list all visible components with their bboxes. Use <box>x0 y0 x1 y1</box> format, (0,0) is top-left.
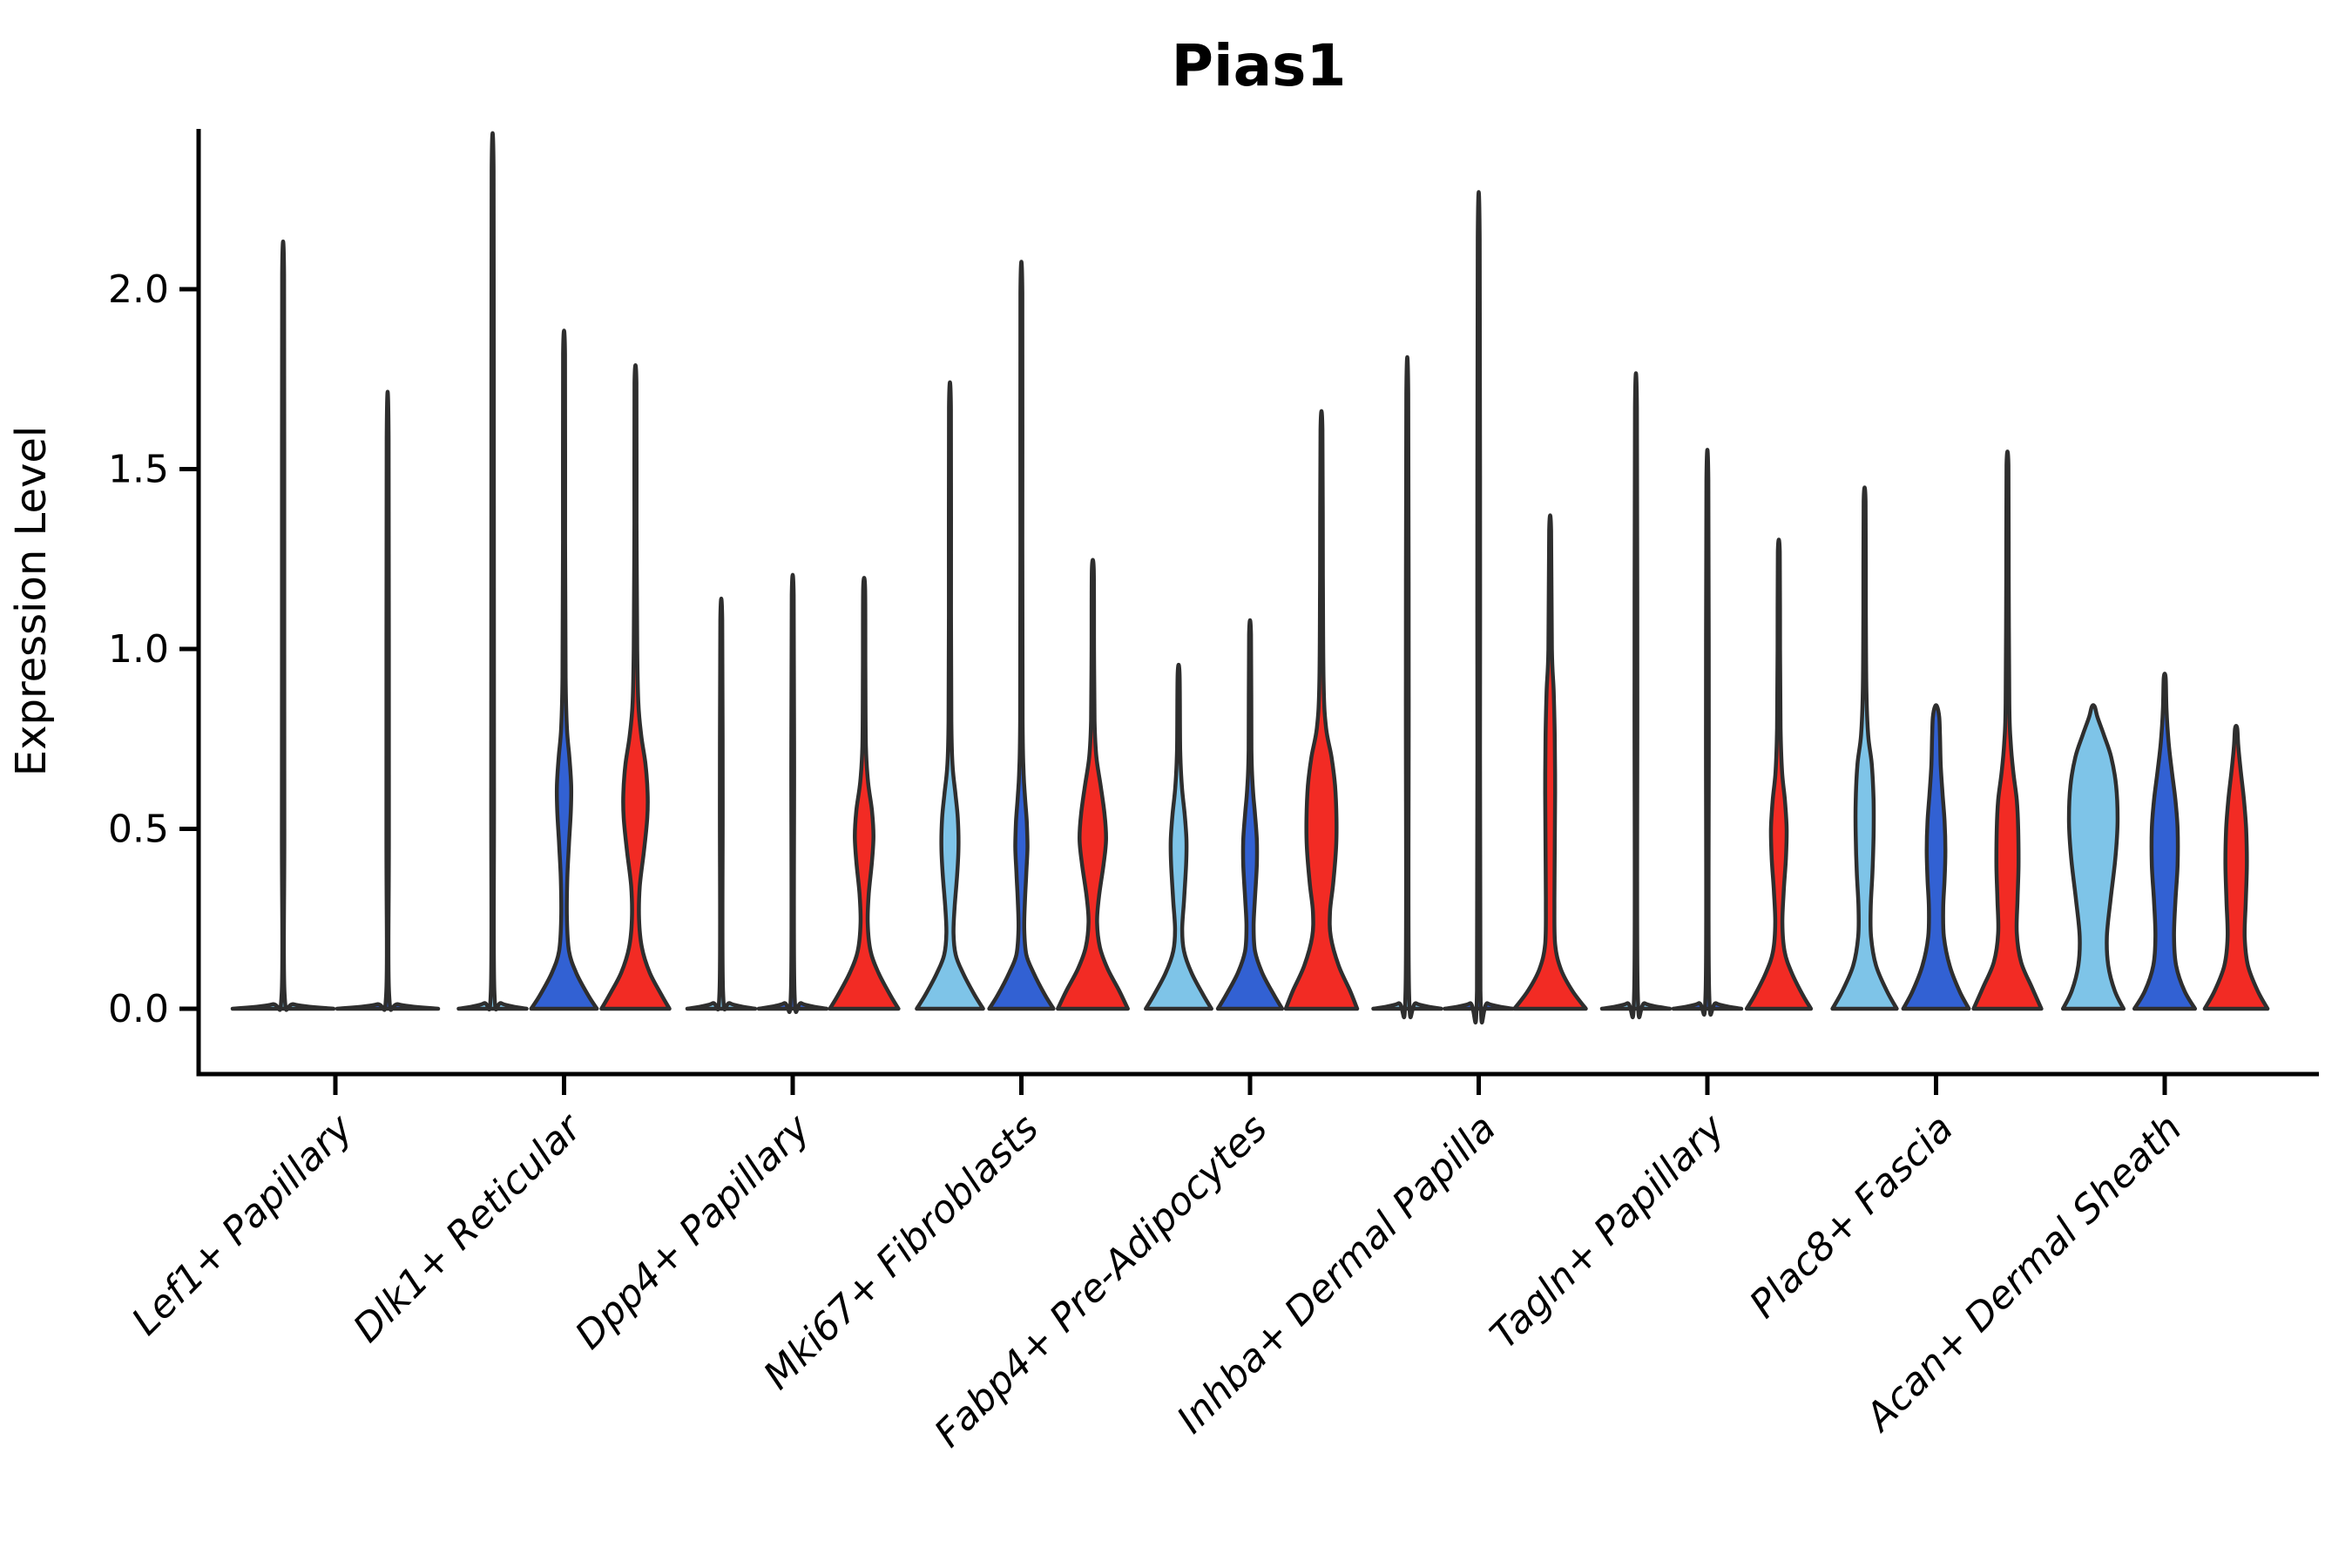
violin <box>335 389 441 1012</box>
violin <box>2202 724 2270 1011</box>
violins-layer <box>230 131 2270 1025</box>
x-tick-label: Lef1+ Papillary <box>124 1105 362 1344</box>
violin <box>2132 672 2198 1011</box>
violin <box>1971 449 2044 1011</box>
violin <box>1512 513 1588 1011</box>
axes-layer <box>179 129 2319 1095</box>
violin <box>2060 703 2126 1011</box>
violin <box>1901 703 1971 1011</box>
violin <box>529 328 599 1011</box>
y-tick-label: 1.0 <box>108 627 169 672</box>
violin <box>685 597 758 1012</box>
y-tick-label: 0.0 <box>108 987 169 1031</box>
x-tick-label: Plac8+ Fascia <box>1741 1106 1962 1327</box>
violin <box>1056 558 1130 1011</box>
violin <box>1215 618 1285 1011</box>
x-tick-label: Dlk1+ Reticular <box>345 1105 591 1351</box>
violin <box>987 260 1056 1011</box>
y-tick-label: 0.5 <box>108 808 169 852</box>
x-tick-label: Tagln+ Papillary <box>1482 1105 1734 1357</box>
violin <box>915 381 985 1011</box>
violin <box>828 576 901 1011</box>
violin <box>1671 448 1744 1017</box>
y-tick-label: 1.5 <box>108 448 169 492</box>
violin <box>1744 537 1814 1011</box>
y-tick-label: 2.0 <box>108 267 169 312</box>
violin <box>230 240 336 1012</box>
x-tick-label: Dpp4+ Papillary <box>567 1105 820 1358</box>
plot-title: Pias1 <box>1172 32 1347 99</box>
violin <box>1443 190 1515 1025</box>
y-axis-label: Expression Level <box>7 426 56 777</box>
violin <box>1599 371 1673 1019</box>
violin <box>1830 485 1899 1011</box>
violin <box>1371 355 1443 1019</box>
violin <box>456 131 529 1012</box>
violin <box>599 362 672 1011</box>
violin <box>1144 662 1213 1011</box>
violin <box>1283 409 1360 1011</box>
violin <box>756 572 829 1015</box>
